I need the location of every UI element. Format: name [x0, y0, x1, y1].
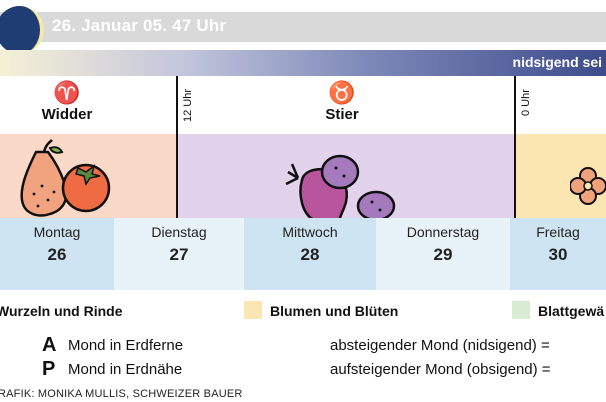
zodiac-name-taurus: Stier: [325, 106, 359, 123]
day-number: 28: [300, 245, 320, 264]
day-cell: Donnerstag 29: [376, 218, 510, 290]
day-number: 30: [548, 245, 568, 264]
legend-swatch-leaves: [512, 301, 530, 319]
day-number: 29: [433, 245, 453, 264]
graphic-credit: RAFIK: MONIKA MULLIS, SCHWEIZER BAUER: [0, 388, 243, 400]
time-marker-12: 12 Uhr: [182, 88, 194, 122]
perigee-text: Mond in Erdnähe: [68, 361, 183, 378]
day-number: 27: [169, 245, 189, 264]
day-name: Montag: [33, 224, 81, 240]
legend-label-leaves: Blattgewä: [538, 303, 605, 319]
day-name: Donnerstag: [406, 224, 480, 240]
taurus-icon: ♉: [328, 80, 356, 105]
day-name: Freitag: [536, 224, 580, 240]
ascending-moon-text: aufsteigender Mond (obsigend) =: [330, 361, 551, 378]
flower-illustration-icon: [570, 167, 606, 205]
day-cell: Dienstag 27: [114, 218, 244, 290]
perigee-letter: P: [42, 358, 56, 380]
apogee-text: Mond in Erdferne: [68, 337, 184, 354]
day-name: Dienstag: [151, 224, 207, 240]
day-number: 26: [47, 245, 67, 264]
day-cell: Montag 26: [0, 218, 114, 290]
zodiac-name-aries: Widder: [41, 106, 93, 123]
zodiac-divider-line: [176, 76, 178, 290]
legend-swatch-flowers: [244, 301, 262, 319]
descending-moon-text: absteigender Mond (nidsigend) =: [330, 337, 550, 354]
aries-icon: ♈: [53, 80, 81, 105]
day-name: Mittwoch: [282, 224, 338, 240]
legend-label-flowers: Blumen und Blüten: [270, 303, 399, 319]
date-header-bar: [0, 12, 606, 42]
day-cell: Mittwoch 28: [244, 218, 376, 290]
legend-label-roots: Wurzeln und Rinde: [0, 303, 123, 319]
day-cell: Freitag 30: [510, 218, 606, 290]
apogee-letter: A: [42, 334, 57, 356]
zodiac-divider-line: [514, 76, 516, 290]
full-moon-date-title: 26. Januar 05. 47 Uhr: [52, 16, 227, 35]
time-marker-0: 0 Uhr: [520, 89, 532, 116]
moon-phase-icon: [0, 6, 44, 54]
moon-trend-gradient-bar: [0, 50, 606, 76]
moon-trend-label: nidsigend sei: [512, 54, 602, 70]
